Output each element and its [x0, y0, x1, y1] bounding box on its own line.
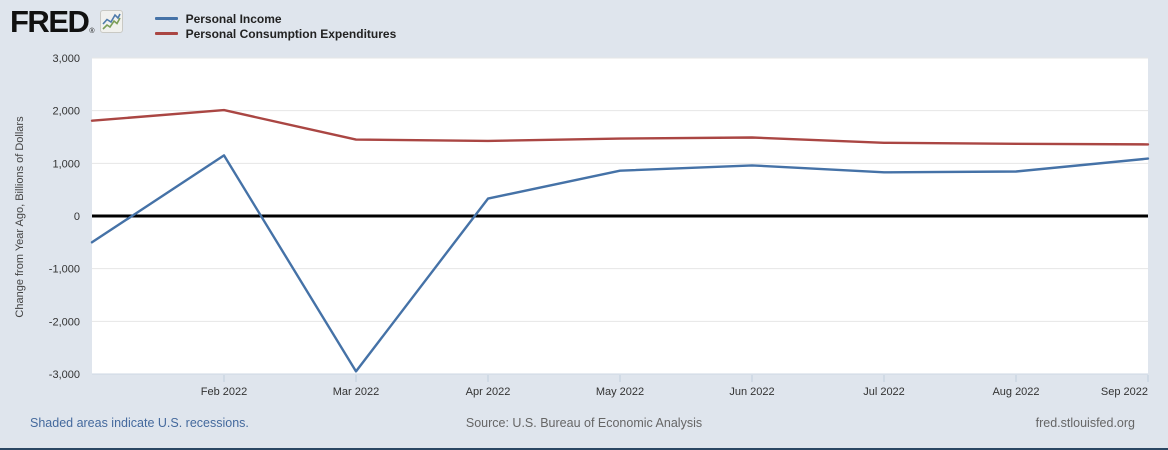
header: FRED ® Personal Income Personal Consumpt…: [10, 4, 397, 41]
pce-swatch: [154, 32, 178, 35]
x-tick-label: May 2022: [596, 386, 644, 398]
chart-legend: Personal Income Personal Consumption Exp…: [154, 11, 397, 41]
footer: Shaded areas indicate U.S. recessions. S…: [0, 416, 1168, 434]
legend-item-pce[interactable]: Personal Consumption Expenditures: [154, 26, 397, 41]
personal-consumption-expenditures-line[interactable]: [90, 108, 1150, 146]
y-tick-label: -2,000: [49, 316, 80, 328]
y-tick-label: 0: [74, 211, 80, 223]
legend-label: Personal Income: [185, 11, 282, 26]
registered-trademark-symbol: ®: [89, 28, 95, 35]
y-tick-label: 1,000: [52, 158, 80, 170]
fred-logo-text: FRED: [10, 4, 90, 39]
recession-note-link[interactable]: Shaded areas indicate U.S. recessions.: [30, 416, 249, 430]
y-tick-label: -1,000: [49, 264, 80, 276]
fred-sparkline-icon: [99, 10, 123, 38]
bottom-accent-bar: [0, 448, 1168, 450]
source-text: Source: U.S. Bureau of Economic Analysis: [465, 416, 703, 430]
fred-logo[interactable]: FRED ®: [10, 4, 123, 39]
y-tick-label: 2,000: [52, 106, 80, 118]
x-tick-label: Aug 2022: [992, 386, 1039, 398]
y-tick-label: 3,000: [52, 53, 80, 65]
x-tick-label: Feb 2022: [201, 386, 247, 398]
x-tick-label: Mar 2022: [333, 386, 379, 398]
legend-label: Personal Consumption Expenditures: [185, 26, 397, 41]
y-tick-label: -3,000: [49, 369, 80, 381]
fred-site-link[interactable]: fred.stlouisfed.org: [1035, 416, 1135, 430]
x-tick-label: Apr 2022: [466, 386, 511, 398]
x-tick-label: Sep 2022: [1101, 386, 1148, 398]
legend-item-personal-income[interactable]: Personal Income: [154, 11, 397, 26]
personal-income-line[interactable]: [90, 154, 1150, 373]
x-tick-label: Jul 2022: [863, 386, 905, 398]
personal-income-swatch: [154, 17, 178, 20]
x-tick-label: Jun 2022: [729, 386, 774, 398]
